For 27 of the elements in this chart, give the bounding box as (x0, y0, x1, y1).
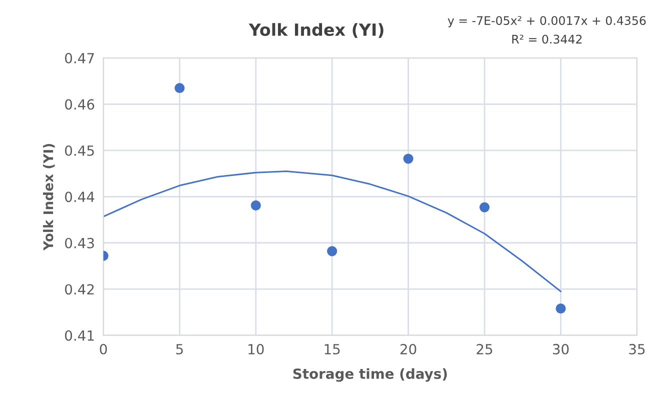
point (556, 303, 566, 314)
text: R² = 0.3442 (512, 34, 582, 44)
x-tick-label: 25 (476, 344, 492, 354)
point (174, 82, 185, 94)
y-tick-label: 0.42 (65, 284, 94, 295)
y-tick-label: 0.45 (65, 145, 94, 156)
x-tick-label: 20 (400, 344, 416, 354)
point (403, 154, 414, 164)
y-tick-label: 0.43 (65, 238, 94, 248)
point (250, 200, 261, 210)
y-tick-label: 0.44 (65, 192, 94, 202)
x-tick-label: 30 (552, 344, 569, 354)
y-axis-title: Yolk Index (YI) (43, 144, 55, 251)
chart-title: Yolk Index (YI) (248, 23, 384, 38)
point (479, 202, 490, 212)
x-tick-label: 0 (100, 344, 107, 354)
text: y = -7E-05x² + 0.0017x + 0.4356 (448, 16, 646, 28)
x-tick-label: 5 (176, 344, 183, 354)
y-tick-label: 0.46 (65, 99, 94, 110)
point (327, 246, 338, 256)
x-tick-label: 15 (324, 344, 340, 354)
line-series (103, 170, 562, 292)
x-tick-label: 35 (629, 344, 645, 354)
x-axis-title: Storage time (days) (293, 368, 447, 382)
x-tick-label: 10 (248, 344, 264, 354)
y-tick-label: 0.47 (65, 52, 94, 64)
y-tick-label: 0.41 (65, 330, 94, 341)
